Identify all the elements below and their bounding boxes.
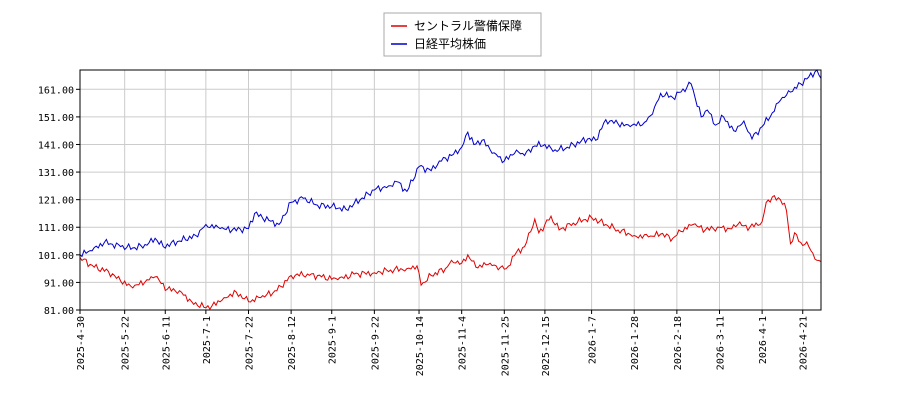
legend-label-central-security: セントラル警備保障 bbox=[414, 18, 522, 33]
plot-frame bbox=[79, 69, 822, 311]
legend-box bbox=[383, 12, 542, 57]
x-tick-label: 2026-1-7 bbox=[588, 316, 599, 364]
y-tick-label: 121.00 bbox=[38, 196, 74, 207]
x-tick-label: 2026-4-21 bbox=[799, 316, 810, 370]
x-tick-label: 2025-12-15 bbox=[541, 316, 552, 376]
x-tick-label: 2025-8-12 bbox=[287, 316, 298, 370]
x-tick-label: 2025-7-22 bbox=[245, 316, 256, 370]
y-tick-label: 141.00 bbox=[38, 140, 74, 151]
x-tick-label: 2025-11-25 bbox=[500, 316, 511, 376]
legend-label-nikkei: 日経平均株価 bbox=[414, 36, 486, 51]
x-tick-label: 2025-9-22 bbox=[370, 316, 381, 370]
x-tick-label: 2025-5-22 bbox=[121, 316, 132, 370]
x-axis-ticks: 2025-4-30 2025-5-22 2025-6-11 2025-7-1 2025-… bbox=[76, 310, 810, 376]
series-line-nikkei bbox=[79, 69, 822, 258]
x-tick-label: 2025-6-11 bbox=[161, 316, 172, 370]
x-tick-label: 2025-7-1 bbox=[202, 316, 213, 364]
grid-lines bbox=[79, 70, 821, 311]
legend: セントラル警備保障 日経平均株価 bbox=[383, 12, 542, 57]
x-tick-label: 2026-1-28 bbox=[630, 316, 641, 370]
x-tick-label: 2025-10-14 bbox=[415, 316, 426, 376]
y-tick-label: 91.00 bbox=[44, 278, 74, 289]
x-tick-label: 2025-11-4 bbox=[458, 316, 469, 370]
x-tick-label: 2025-9-1 bbox=[328, 316, 339, 364]
y-tick-label: 131.00 bbox=[38, 168, 74, 179]
x-tick-label: 2026-4-1 bbox=[758, 316, 769, 364]
x-tick-label: 2025-4-30 bbox=[76, 316, 87, 370]
x-tick-label: 2026-3-11 bbox=[715, 316, 726, 370]
series-line-central-security bbox=[79, 194, 822, 311]
x-tick-label: 2026-2-18 bbox=[673, 316, 684, 370]
y-tick-label: 81.00 bbox=[44, 306, 74, 317]
series-lines bbox=[79, 69, 822, 311]
y-tick-label: 101.00 bbox=[38, 251, 74, 262]
y-tick-label: 111.00 bbox=[38, 223, 74, 234]
y-tick-label: 151.00 bbox=[38, 113, 74, 124]
y-axis-ticks: 81.00 91.00 101.00 111.00 121.00 131.00 141.00… bbox=[38, 85, 80, 317]
y-tick-label: 161.00 bbox=[38, 85, 74, 96]
